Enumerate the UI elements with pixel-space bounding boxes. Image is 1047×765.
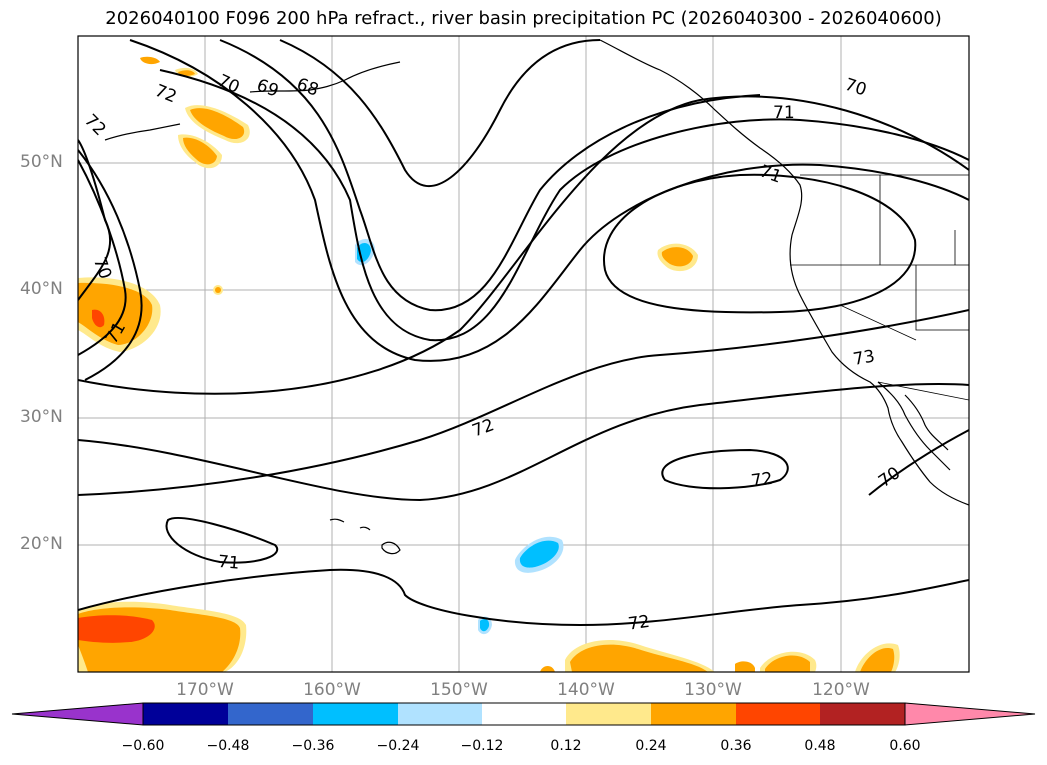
contour-line: [129, 39, 969, 362]
contour-label: 73: [852, 346, 877, 369]
contour-line: [78, 95, 969, 395]
colorbar-tick: −0.24: [376, 738, 420, 754]
lat-label: 20°N: [20, 534, 63, 554]
contour-line: [868, 429, 969, 496]
contour-label: 71: [773, 103, 795, 123]
map-title: 2026040100 F096 200 hPa refract., river …: [105, 8, 942, 29]
colorbar-tick: −0.60: [121, 738, 165, 754]
colorbar-tick: 0.60: [889, 738, 921, 754]
lon-label: 130°W: [684, 680, 742, 700]
lon-label: 140°W: [557, 680, 615, 700]
lon-label: 150°W: [430, 680, 488, 700]
colorbar-outline: [142, 702, 906, 726]
colorbar-tick: −0.48: [206, 738, 250, 754]
lon-label: 160°W: [303, 680, 361, 700]
precip-shading: [78, 56, 900, 672]
lat-label: 30°N: [20, 407, 63, 427]
contours: [78, 39, 969, 627]
colorbar-swatch: [820, 703, 905, 725]
colorbar-swatch: [313, 703, 398, 725]
contour-label: 72: [627, 612, 651, 635]
contour-line: [165, 517, 278, 564]
colorbar-swatch: [228, 703, 313, 725]
lon-label: 120°W: [812, 680, 870, 700]
colorbar-swatch: [482, 703, 566, 725]
colorbar-swatch: [143, 703, 228, 725]
colorbar: [11, 702, 1036, 726]
colorbar-swatch: [651, 703, 736, 725]
colorbar-swatch: [736, 703, 820, 725]
lon-label: 170°W: [176, 680, 234, 700]
colorbar-tick: −0.36: [291, 738, 335, 754]
contour-line: [78, 149, 143, 381]
colorbar-tick: −0.12: [460, 738, 504, 754]
contour-line: [78, 159, 127, 356]
map-frame: [77, 35, 970, 673]
contour-label: 71: [217, 552, 240, 574]
lat-label: 50°N: [20, 152, 63, 172]
lat-label: 40°N: [20, 279, 63, 299]
contour-line: [78, 568, 969, 627]
contour-line: [661, 448, 789, 490]
contour-line: [279, 39, 601, 188]
graticule: [78, 36, 969, 672]
contour-line: [219, 39, 761, 312]
contour-line: [159, 69, 969, 342]
contour-line: [602, 173, 917, 314]
contour-line: [78, 383, 969, 502]
political-borders: [790, 174, 969, 401]
colorbar-extend-high: [904, 702, 1036, 726]
colorbar-swatch: [566, 703, 651, 725]
colorbar-tick: 0.48: [804, 738, 836, 754]
colorbar-tick: 0.36: [720, 738, 752, 754]
colorbar-tick: 0.24: [635, 738, 667, 754]
contour-line: [78, 309, 969, 496]
contour-label: 72: [750, 469, 774, 492]
colorbar-extend-low: [11, 702, 144, 726]
colorbar-tick: 0.12: [550, 738, 582, 754]
colorbar-swatch: [398, 703, 482, 725]
coastlines: [104, 39, 969, 555]
